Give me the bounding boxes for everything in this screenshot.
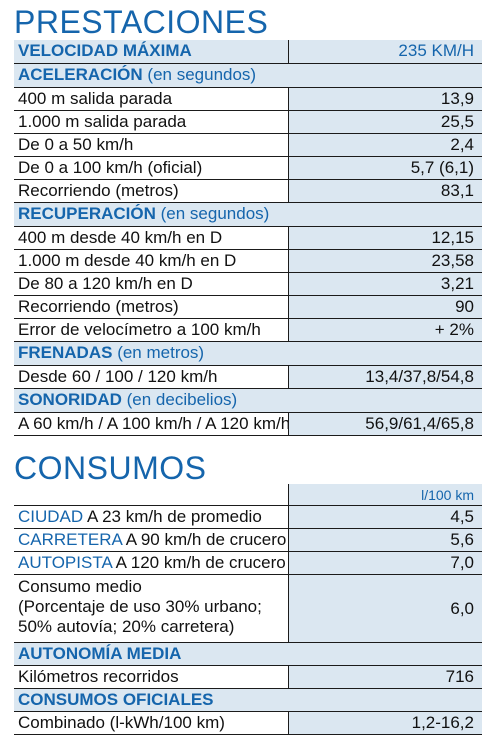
row-value: 1,2-16,2	[288, 712, 482, 734]
row-label: Recorriendo (metros)	[14, 180, 288, 202]
table-row: Error de velocímetro a 100 km/h + 2%	[14, 319, 482, 342]
recuperacion-unit: (en segundos)	[160, 204, 270, 223]
row-label: 400 m salida parada	[14, 88, 288, 110]
row-value: 6,0	[288, 575, 482, 642]
oficiales-header: CONSUMOS OFICIALES	[14, 689, 482, 712]
row-value: 23,58	[288, 250, 482, 272]
row-value: 5,6	[288, 529, 482, 551]
consumo-medio-row: Consumo medio (Porcentaje de uso 30% urb…	[14, 575, 482, 643]
row-label: De 80 a 120 km/h en D	[14, 273, 288, 295]
aceleracion-header: ACELERACIÓN (en segundos)	[14, 64, 482, 88]
row-value: 3,21	[288, 273, 482, 295]
table-row: 400 m salida parada 13,9	[14, 88, 482, 111]
row-label: CARRETERA A 90 km/h de crucero	[14, 529, 288, 551]
sonoridad-unit: (en decibelios)	[126, 390, 238, 409]
row-label: Consumo medio (Porcentaje de uso 30% urb…	[14, 575, 288, 642]
row-value: 716	[288, 666, 482, 688]
table-row: CARRETERA A 90 km/h de crucero 5,6	[14, 529, 482, 552]
row-value: 2,4	[288, 134, 482, 156]
recuperacion-title: RECUPERACIÓN	[18, 204, 156, 223]
table-row: CIUDAD A 23 km/h de promedio 4,5	[14, 506, 482, 529]
row-label: 400 m desde 40 km/h en D	[14, 227, 288, 249]
aceleracion-unit: (en segundos)	[147, 65, 257, 84]
row-value: 90	[288, 296, 482, 318]
row-value: + 2%	[288, 319, 482, 341]
row-label: Error de velocímetro a 100 km/h	[14, 319, 288, 341]
row-value: 56,9/61,4/65,8	[288, 413, 482, 435]
table-row: 1.000 m desde 40 km/h en D 23,58	[14, 250, 482, 273]
table-row: 400 m desde 40 km/h en D 12,15	[14, 227, 482, 250]
row-label: Recorriendo (metros)	[14, 296, 288, 318]
table-row: De 0 a 50 km/h 2,4	[14, 134, 482, 157]
velocidad-value: 235 KM/H	[288, 40, 482, 63]
row-label: 1.000 m desde 40 km/h en D	[14, 250, 288, 272]
prestaciones-table: VELOCIDAD MÁXIMA 235 KM/H ACELERACIÓN (e…	[14, 40, 482, 436]
row-value: 12,15	[288, 227, 482, 249]
row-keyword: CARRETERA	[18, 530, 122, 549]
frenadas-header: FRENADAS (en metros)	[14, 342, 482, 366]
table-row: A 60 km/h / A 100 km/h / A 120 km/h 56,9…	[14, 413, 482, 436]
consumos-table: l/100 km CIUDAD A 23 km/h de promedio 4,…	[14, 484, 482, 735]
row-keyword: AUTOPISTA	[18, 553, 112, 572]
recuperacion-header: RECUPERACIÓN (en segundos)	[14, 203, 482, 227]
velocidad-row: VELOCIDAD MÁXIMA 235 KM/H	[14, 40, 482, 64]
row-label: 1.000 m salida parada	[14, 111, 288, 133]
row-label: A 60 km/h / A 100 km/h / A 120 km/h	[14, 413, 288, 435]
table-row: De 0 a 100 km/h (oficial) 5,7 (6,1)	[14, 157, 482, 180]
row-label: Kilómetros recorridos	[14, 666, 288, 688]
row-value: 7,0	[288, 552, 482, 574]
row-label: Combinado (l-kWh/100 km)	[14, 712, 288, 734]
aceleracion-title: ACELERACIÓN	[18, 65, 143, 84]
table-row: 1.000 m salida parada 25,5	[14, 111, 482, 134]
table-row: AUTOPISTA A 120 km/h de crucero 7,0	[14, 552, 482, 575]
row-label: AUTOPISTA A 120 km/h de crucero	[14, 552, 288, 574]
autonomia-header: AUTONOMÍA MEDIA	[14, 643, 482, 666]
row-label: CIUDAD A 23 km/h de promedio	[14, 506, 288, 528]
sonoridad-header: SONORIDAD (en decibelios)	[14, 389, 482, 413]
velocidad-label: VELOCIDAD MÁXIMA	[14, 40, 288, 63]
row-label: De 0 a 50 km/h	[14, 134, 288, 156]
row-value: 5,7 (6,1)	[288, 157, 482, 179]
row-value: 13,9	[288, 88, 482, 110]
frenadas-unit: (en metros)	[117, 343, 205, 362]
row-label: De 0 a 100 km/h (oficial)	[14, 157, 288, 179]
row-keyword: CIUDAD	[18, 507, 84, 526]
consumos-unit-row: l/100 km	[14, 484, 482, 506]
row-value: 4,5	[288, 506, 482, 528]
table-row: De 80 a 120 km/h en D 3,21	[14, 273, 482, 296]
table-row: Combinado (l-kWh/100 km) 1,2-16,2	[14, 712, 482, 735]
row-value: 25,5	[288, 111, 482, 133]
row-label: Desde 60 / 100 / 120 km/h	[14, 366, 288, 388]
frenadas-title: FRENADAS	[18, 343, 113, 362]
table-row: Recorriendo (metros) 90	[14, 296, 482, 319]
autonomia-title: AUTONOMÍA MEDIA	[18, 644, 182, 663]
consumos-unit: l/100 km	[288, 484, 482, 505]
row-value: 13,4/37,8/54,8	[288, 366, 482, 388]
row-value: 83,1	[288, 180, 482, 202]
sonoridad-title: SONORIDAD	[18, 390, 122, 409]
consumos-title: CONSUMOS	[14, 450, 207, 486]
table-row: Recorriendo (metros) 83,1	[14, 180, 482, 203]
oficiales-title: CONSUMOS OFICIALES	[18, 690, 214, 709]
table-row: Kilómetros recorridos 716	[14, 666, 482, 689]
prestaciones-title: PRESTACIONES	[14, 4, 269, 40]
table-row: Desde 60 / 100 / 120 km/h 13,4/37,8/54,8	[14, 366, 482, 389]
